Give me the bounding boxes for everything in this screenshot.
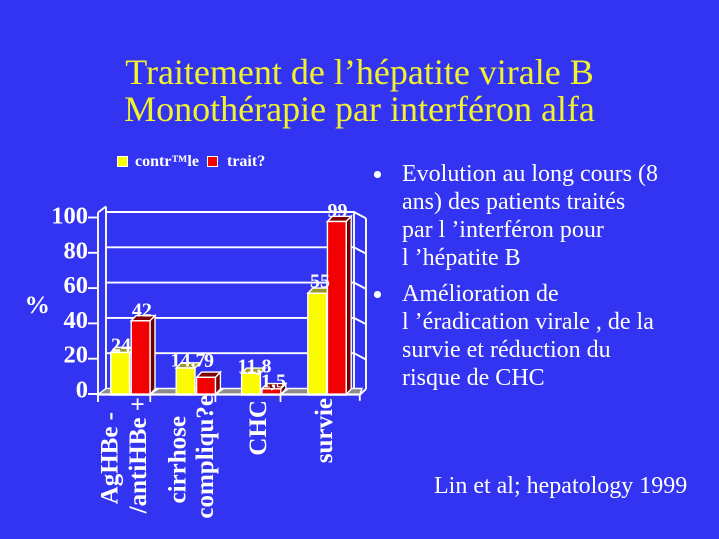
svg-text:11,8: 11,8 [238, 356, 272, 378]
svg-text:cirrhose: cirrhose [164, 416, 191, 503]
svg-text:AgHBe -: AgHBe - [97, 412, 124, 504]
svg-text:0: 0 [76, 377, 88, 404]
svg-text:1,5: 1,5 [261, 371, 286, 393]
svg-text:compliqu?e: compliqu?e [192, 395, 219, 519]
svg-text:42: 42 [132, 300, 152, 322]
svg-text:100: 100 [51, 203, 88, 230]
svg-text:40: 40 [64, 307, 89, 334]
svg-text:survie: survie [311, 398, 338, 463]
svg-text:80: 80 [64, 237, 89, 264]
svg-text:55: 55 [310, 271, 330, 293]
svg-text:/antiHBe +: /antiHBe + [125, 397, 152, 514]
svg-text:24: 24 [111, 335, 131, 357]
svg-text:14,7: 14,7 [171, 350, 206, 372]
svg-text:%: % [25, 290, 51, 319]
svg-text:60: 60 [64, 272, 89, 299]
svg-text:20: 20 [64, 342, 89, 369]
svg-text:9: 9 [204, 350, 214, 372]
svg-text:99: 99 [328, 200, 348, 222]
svg-text:CHC: CHC [245, 400, 272, 456]
